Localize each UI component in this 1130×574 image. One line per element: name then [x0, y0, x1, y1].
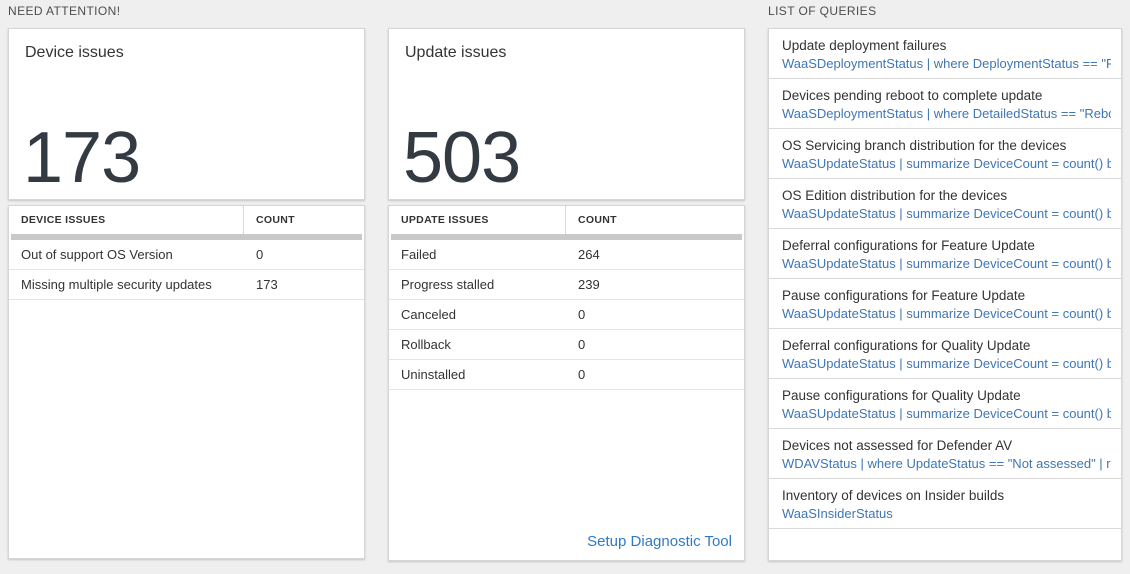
device-issues-grid-body: Out of support OS Version 0 Missing mult… [9, 240, 364, 300]
column-header-update-issues: UPDATE ISSUES [389, 206, 566, 234]
table-row[interactable]: Failed 264 [389, 240, 744, 270]
query-code: WaaSDeploymentStatus | where DetailedSta… [782, 106, 1111, 121]
update-issues-grid-body: Failed 264 Progress stalled 239 Canceled… [389, 240, 744, 390]
query-item[interactable]: Devices not assessed for Defender AV WDA… [769, 429, 1121, 479]
row-label: Out of support OS Version [21, 247, 173, 262]
table-row[interactable]: Uninstalled 0 [389, 360, 744, 390]
query-item[interactable]: OS Servicing branch distribution for the… [769, 129, 1121, 179]
query-item[interactable]: Pause configurations for Feature Update … [769, 279, 1121, 329]
need-attention-label: NEED ATTENTION! [8, 4, 121, 18]
query-title: Devices pending reboot to complete updat… [782, 88, 1043, 103]
query-code: WDAVStatus | where UpdateStatus == "Not … [782, 456, 1111, 471]
row-count: 0 [578, 367, 586, 382]
query-code: WaaSUpdateStatus | summarize DeviceCount… [782, 356, 1111, 371]
query-title: Update deployment failures [782, 38, 947, 53]
query-title: Devices not assessed for Defender AV [782, 438, 1013, 453]
query-code: WaaSUpdateStatus | summarize DeviceCount… [782, 156, 1111, 171]
device-issues-tile[interactable]: Device issues 173 [8, 28, 365, 200]
list-of-queries-label: LIST OF QUERIES [768, 4, 877, 18]
update-issues-grid-header: UPDATE ISSUES COUNT [389, 206, 744, 234]
column-header-device-issues: DEVICE ISSUES [9, 206, 244, 234]
query-item[interactable]: Deferral configurations for Feature Upda… [769, 229, 1121, 279]
device-issues-tile-title: Device issues [25, 44, 124, 61]
table-row[interactable]: Rollback 0 [389, 330, 744, 360]
query-item[interactable]: Devices pending reboot to complete updat… [769, 79, 1121, 129]
update-issues-count: 503 [403, 118, 521, 199]
device-issues-grid: DEVICE ISSUES COUNT Out of support OS Ve… [8, 205, 365, 559]
device-issues-count: 173 [23, 118, 141, 199]
row-label: Missing multiple security updates [21, 277, 212, 292]
query-code: WaaSUpdateStatus | summarize DeviceCount… [782, 206, 1111, 221]
grid-header-divider-bar [391, 234, 742, 240]
row-label: Rollback [401, 337, 451, 352]
update-issues-grid: UPDATE ISSUES COUNT Failed 264 Progress … [388, 205, 745, 561]
queries-list: Update deployment failures WaaSDeploymen… [769, 29, 1121, 529]
query-code: WaaSUpdateStatus | summarize DeviceCount… [782, 406, 1111, 421]
column-header-count: COUNT [256, 214, 295, 226]
query-title: OS Edition distribution for the devices [782, 188, 1008, 203]
query-item[interactable]: Inventory of devices on Insider builds W… [769, 479, 1121, 529]
table-row[interactable]: Out of support OS Version 0 [9, 240, 364, 270]
query-item[interactable]: Pause configurations for Quality Update … [769, 379, 1121, 429]
query-title: Deferral configurations for Quality Upda… [782, 338, 1031, 353]
query-title: Deferral configurations for Feature Upda… [782, 238, 1035, 253]
query-item[interactable]: Update deployment failures WaaSDeploymen… [769, 29, 1121, 79]
device-issues-grid-header: DEVICE ISSUES COUNT [9, 206, 364, 234]
query-title: Inventory of devices on Insider builds [782, 488, 1005, 503]
row-count: 239 [578, 277, 600, 292]
grid-header-divider-bar [11, 234, 362, 240]
query-title: Pause configurations for Feature Update [782, 288, 1026, 303]
table-row[interactable]: Canceled 0 [389, 300, 744, 330]
row-label: Canceled [401, 307, 456, 322]
row-count: 173 [256, 277, 278, 292]
row-label: Progress stalled [401, 277, 495, 292]
queries-panel: Update deployment failures WaaSDeploymen… [768, 28, 1122, 561]
row-count: 264 [578, 247, 600, 262]
row-label: Failed [401, 247, 437, 262]
row-label: Uninstalled [401, 367, 466, 382]
query-title: Pause configurations for Quality Update [782, 388, 1021, 403]
row-count: 0 [578, 307, 586, 322]
query-item[interactable]: Deferral configurations for Quality Upda… [769, 329, 1121, 379]
table-row[interactable]: Progress stalled 239 [389, 270, 744, 300]
query-code: WaaSUpdateStatus | summarize DeviceCount… [782, 306, 1111, 321]
update-issues-tile-title: Update issues [405, 44, 507, 61]
query-code: WaaSUpdateStatus | summarize DeviceCount… [782, 256, 1111, 271]
query-title: OS Servicing branch distribution for the… [782, 138, 1067, 153]
row-count: 0 [578, 337, 586, 352]
query-code: WaaSInsiderStatus [782, 506, 893, 521]
table-row[interactable]: Missing multiple security updates 173 [9, 270, 364, 300]
update-issues-tile[interactable]: Update issues 503 [388, 28, 745, 200]
setup-diagnostic-tool-link[interactable]: Setup Diagnostic Tool [587, 533, 732, 550]
query-code: WaaSDeploymentStatus | where DeploymentS… [782, 56, 1111, 71]
query-item[interactable]: OS Edition distribution for the devices … [769, 179, 1121, 229]
row-count: 0 [256, 247, 264, 262]
column-header-count: COUNT [578, 214, 617, 226]
